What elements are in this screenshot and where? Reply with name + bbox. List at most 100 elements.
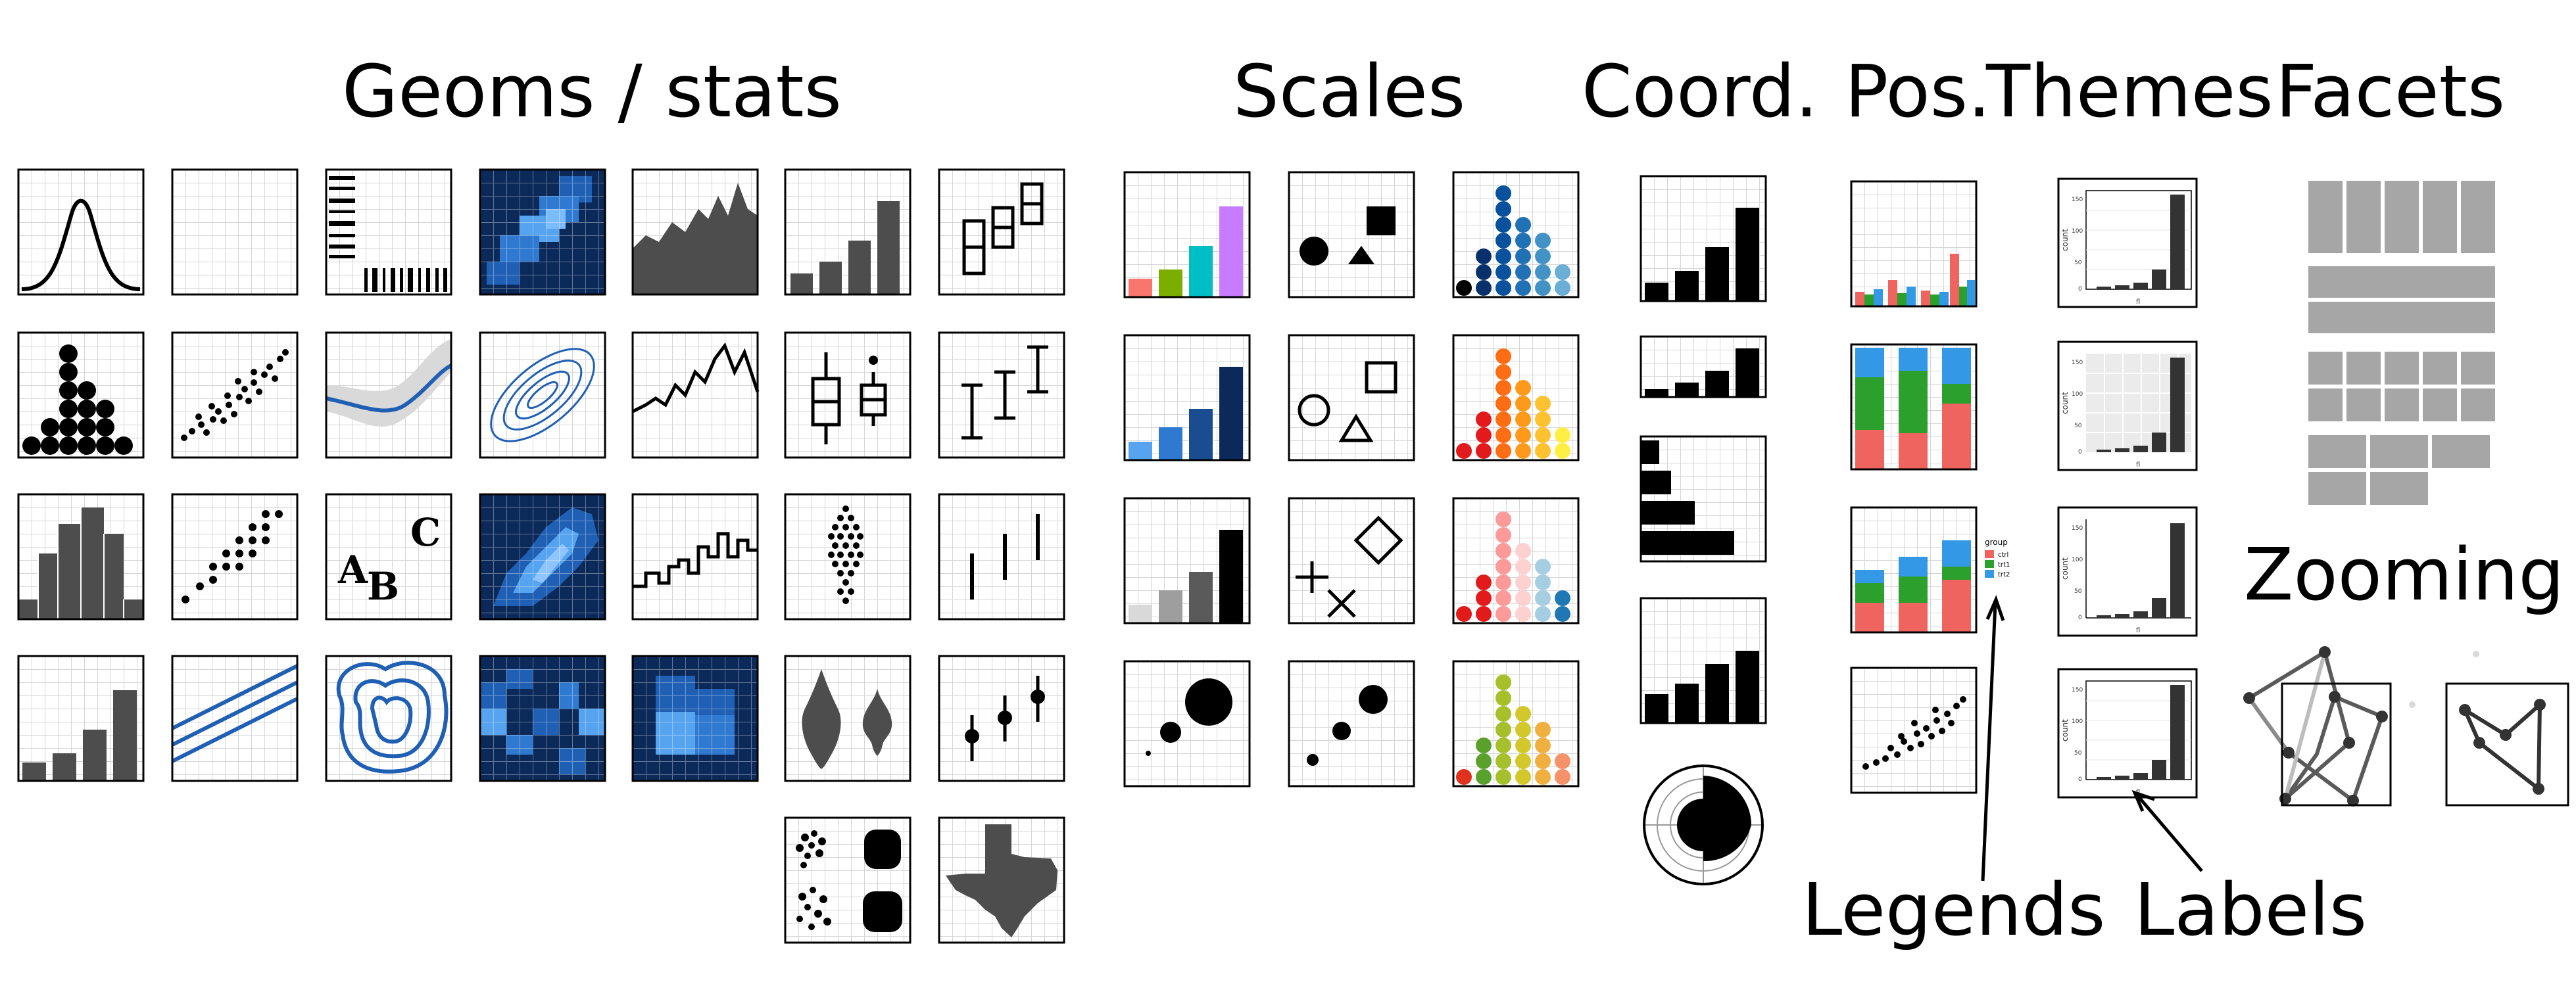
facet-grid-2x5 <box>2308 352 2495 421</box>
theme4-ytick-150: 150 <box>2072 687 2083 693</box>
tile-coord-polar <box>1643 764 1764 885</box>
legend-item-2: trt1 <box>1998 561 2010 569</box>
heading-facets: Facets <box>2275 49 2506 133</box>
tile-pos-stack <box>1850 506 1978 634</box>
facet-wrap-1x5 <box>2308 181 2495 253</box>
tile-scale-color-blues <box>1452 171 1580 298</box>
tile-coord-flip <box>1640 435 1767 563</box>
facet-layouts <box>2308 181 2495 505</box>
tile-rect <box>631 655 759 782</box>
tile-line <box>631 331 760 459</box>
legend-title: group <box>1985 538 2008 547</box>
heading-coord: Coord. <box>1582 49 1818 133</box>
tile-bar <box>784 168 911 296</box>
theme3-ylabel: count <box>2060 557 2070 580</box>
tile-density <box>17 168 145 296</box>
tile-violin <box>784 655 911 782</box>
tile-dotplot <box>17 331 145 459</box>
facet-wrap-2x3 <box>2308 435 2490 505</box>
theme2-ytick-50: 50 <box>2074 423 2082 429</box>
theme3-ytick-100: 100 <box>2072 557 2083 563</box>
tile-theme-bw: count fl 150 100 50 0 <box>2057 177 2198 308</box>
legend-item-3: trt2 <box>1998 571 2010 578</box>
zoom-star-zoomed <box>2445 651 2569 807</box>
theme2-ytick-150: 150 <box>2072 360 2083 366</box>
tile-scale-color-greens <box>1452 660 1580 787</box>
tile-pointrange <box>938 655 1065 782</box>
theme3-xlabel: fl <box>2136 627 2140 634</box>
tile-map <box>938 816 1065 944</box>
tile-rug <box>325 168 452 296</box>
labels-arrow <box>2131 789 2203 872</box>
theme1-ytick-100: 100 <box>2072 228 2083 235</box>
tile-count-jitter <box>784 816 911 944</box>
tile-jitter <box>171 331 299 459</box>
tile-boxplot <box>784 331 911 459</box>
theme1-ylabel: count <box>2060 229 2070 251</box>
heading-geoms-stats: Geoms / stats <box>342 49 842 133</box>
tile-histogram <box>17 493 145 621</box>
heading-scales: Scales <box>1233 49 1466 133</box>
tile-contour <box>325 655 452 782</box>
theme1-ytick-0: 0 <box>2078 286 2082 293</box>
text-label-b: B <box>367 564 399 609</box>
facet-grid-2x1 <box>2308 266 2495 333</box>
theme4-ylabel: count <box>2060 719 2070 741</box>
tile-coord-trans <box>1640 597 1767 724</box>
theme4-ytick-50: 50 <box>2074 750 2082 757</box>
theme1-ytick-50: 50 <box>2074 260 2082 266</box>
theme2-ytick-0: 0 <box>2078 449 2082 456</box>
text-label-c: C <box>410 510 441 555</box>
heading-zooming: Zooming <box>2244 532 2565 617</box>
tile-crossbar <box>938 168 1065 296</box>
tile-abline <box>171 655 299 782</box>
tile-coord-fixed <box>1640 335 1767 398</box>
theme2-ytick-100: 100 <box>2072 391 2083 398</box>
heading-labels: Labels <box>2134 868 2368 952</box>
tile-pos-dodge <box>1850 180 1978 308</box>
tile-scale-shape-open <box>1288 334 1415 461</box>
tile-beeswarm <box>784 493 911 621</box>
tile-blank <box>171 168 299 296</box>
legend-box: group ctrl trt1 trt2 <box>1985 538 2010 578</box>
text-label-a: A <box>337 548 368 592</box>
tile-step <box>631 493 759 621</box>
tile-scale-color-reds <box>1452 334 1580 461</box>
tile-bin2d <box>479 168 606 296</box>
theme4-ytick-100: 100 <box>2072 718 2083 725</box>
tile-smooth <box>325 331 452 459</box>
tile-scale-size <box>1123 660 1251 787</box>
tile-scale-size-small <box>1288 660 1415 787</box>
legends-arrow <box>1981 595 2005 881</box>
theme2-ylabel: count <box>2060 392 2070 414</box>
heading-pos: Pos. <box>1845 49 1991 133</box>
tile-col <box>17 655 145 782</box>
tile-raster <box>479 655 606 782</box>
tile-text: A B C <box>325 493 452 621</box>
zoom-star-full <box>2243 646 2416 807</box>
tile-linerange <box>938 493 1065 621</box>
theme3-ytick-150: 150 <box>2072 525 2083 532</box>
tile-pos-jitter <box>1850 667 1978 794</box>
tile-errorbar <box>938 331 1065 459</box>
tile-theme-classic: count fl 150 100 50 0 <box>2057 506 2198 637</box>
tile-scale-fill-gradient <box>1123 334 1251 461</box>
legend-item-1: ctrl <box>1998 552 2008 559</box>
tile-scale-shape <box>1288 171 1415 298</box>
heading-themes: Themes <box>1986 49 2273 133</box>
tile-theme-labels: count fl 150 100 50 0 <box>2057 668 2198 799</box>
tile-density2d <box>479 331 606 459</box>
tile-area <box>631 168 759 296</box>
tile-scale-fill-hue <box>1123 171 1251 298</box>
tile-theme-grey: count fl 150 100 50 0 <box>2057 340 2198 471</box>
theme3-ytick-50: 50 <box>2074 588 2082 595</box>
heading-legends: Legends <box>1802 868 2106 952</box>
tile-coord-cartesian <box>1640 175 1767 302</box>
tile-scale-fill-grey <box>1123 497 1251 624</box>
tile-scale-color-pinks <box>1452 497 1580 624</box>
tile-scale-shape-cross <box>1288 497 1415 624</box>
tile-hex <box>479 493 606 621</box>
theme3-ytick-0: 0 <box>2078 615 2082 621</box>
tile-point <box>171 493 299 621</box>
